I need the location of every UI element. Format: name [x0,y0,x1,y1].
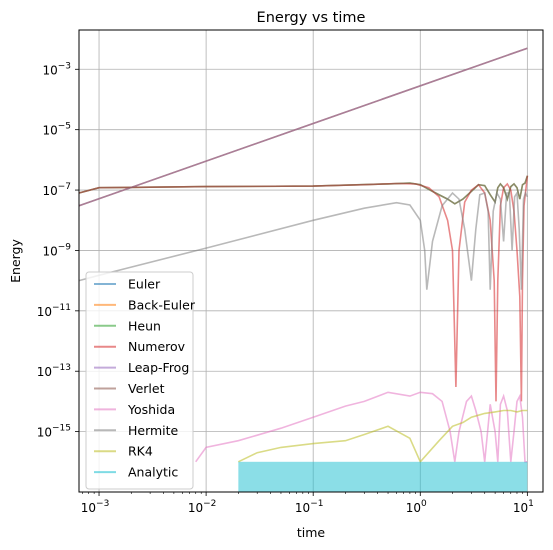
x-tick-label: 101 [513,499,534,515]
y-tick-label: 10−3 [42,61,71,77]
series-yoshida [195,391,528,463]
x-tick-label: 10−3 [81,499,110,515]
y-tick-label: 10−9 [42,242,71,258]
legend-label-back-euler: Back-Euler [128,297,196,312]
legend-label-hermite: Hermite [128,423,179,438]
x-tick-label: 10−2 [188,499,217,515]
legend-label-rk4: RK4 [128,444,153,459]
y-tick-label: 10−11 [37,303,71,319]
x-axis-label: time [297,525,326,540]
x-tick-label: 100 [406,499,427,515]
plot-frame [78,29,544,493]
legend-label-numerov: Numerov [128,339,186,354]
y-tick-label: 10−5 [42,122,71,138]
y-tick-label: 10−15 [37,424,71,440]
legend-label-euler: Euler [128,277,161,292]
series-layer [78,47,529,492]
legend-label-heun: Heun [128,318,161,333]
legend-label-verlet: Verlet [128,381,165,396]
chart-title: Energy vs time [257,10,366,26]
legend: Euler Back-Euler Heun Numerov Leap-Frog Verle… [85,271,196,490]
series-analytic [238,461,528,492]
legend-label-yoshida: Yoshida [127,402,175,417]
series-rk4 [237,409,528,464]
tick-layer: 10−3 10−2 10−1 100 101 10−15 10−13 10−11 10−9 10−… [37,61,534,515]
legend-label-analytic: Analytic [128,465,178,480]
y-tick-label: 10−13 [37,363,71,379]
y-axis-label: Energy [8,239,23,283]
series-leap-frog [78,47,528,207]
y-tick-label: 10−7 [42,182,71,198]
x-tick-label: 10−1 [295,499,324,515]
series-hermite [78,190,529,290]
series-verlet [78,175,529,205]
legend-label-leap-frog: Leap-Frog [128,360,189,375]
